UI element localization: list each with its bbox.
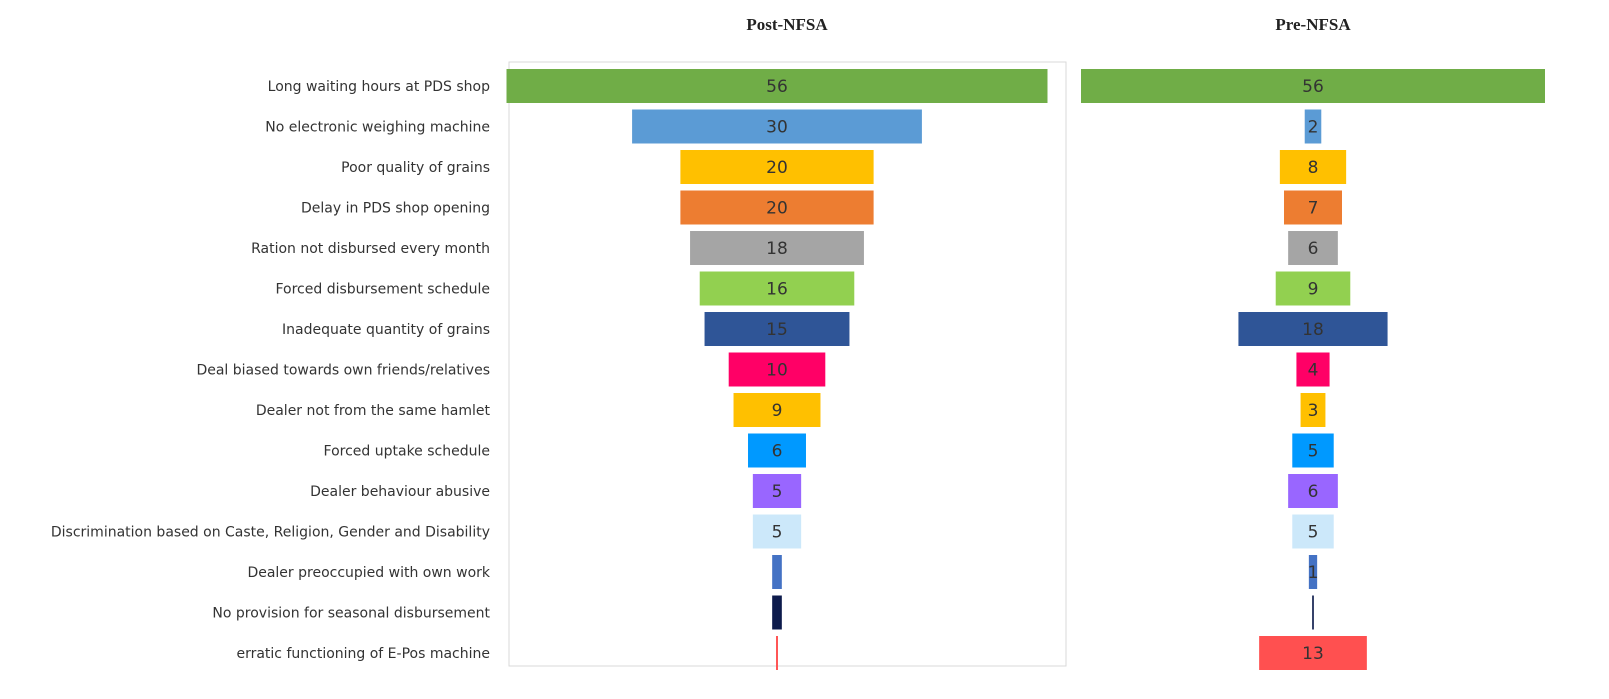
post-bar (680, 150, 874, 184)
post-value-label: 16 (766, 280, 788, 300)
category-label: Dealer behaviour abusive (310, 484, 490, 500)
post-value-label: 5 (772, 523, 783, 543)
post-value-label: 18 (766, 239, 788, 259)
pre-bar (1304, 109, 1322, 144)
category-label: Dealer preoccupied with own work (247, 565, 490, 581)
pre-value-label: 8 (1308, 158, 1319, 178)
post-value-label: 30 (766, 118, 788, 138)
pre-bar (1312, 595, 1314, 630)
pre-bar (1308, 555, 1318, 589)
category-label: No electronic weighing machine (265, 120, 490, 136)
post-value-label: 9 (772, 401, 783, 421)
pre-bar (1292, 433, 1334, 468)
post-bar (772, 595, 782, 630)
post-nfsa-panel: Post-NFSA 56 30 20 20 18 16 15 10 9 6 5 5 (506, 15, 1067, 670)
post-bar (772, 555, 782, 589)
post-bar (506, 69, 1048, 103)
pre-bar (1275, 271, 1351, 306)
pre-value-label: 5 (1308, 523, 1319, 543)
category-label: erratic functioning of E-Pos machine (236, 646, 490, 662)
pre-bar (1288, 231, 1338, 265)
category-label: Forced disbursement schedule (275, 282, 490, 298)
post-bar (632, 109, 922, 144)
category-label: Poor quality of grains (341, 160, 490, 176)
post-bar (728, 352, 826, 387)
pre-bar (1081, 69, 1545, 103)
pre-value-label: 5 (1308, 442, 1319, 462)
post-value-label: 10 (766, 361, 788, 381)
post-value-label: 20 (766, 158, 788, 178)
pre-value-label: 4 (1308, 361, 1319, 381)
pre-bar (1292, 514, 1334, 549)
post-bar (752, 474, 802, 508)
pre-bar (1259, 636, 1367, 670)
pre-nfsa-title: Pre-NFSA (1275, 15, 1351, 34)
post-bar (748, 433, 806, 468)
post-bar (690, 231, 864, 265)
post-value-label: 20 (766, 199, 788, 219)
pre-value-label: 9 (1308, 280, 1319, 300)
post-nfsa-panel-frame (508, 61, 1067, 667)
pre-bar (1300, 393, 1326, 427)
post-value-label: 15 (766, 320, 788, 340)
post-bar (733, 393, 821, 427)
pre-value-label: 6 (1308, 482, 1319, 502)
category-label: Ration not disbursed every month (251, 241, 490, 257)
pre-bar (1288, 474, 1338, 508)
post-nfsa-title: Post-NFSA (746, 15, 828, 34)
pre-value-label: 56 (1302, 77, 1324, 97)
pre-bar (1279, 150, 1347, 184)
pre-bar (1296, 352, 1330, 387)
category-label: Dealer not from the same hamlet (256, 403, 491, 419)
pre-value-label: 3 (1308, 401, 1319, 421)
category-label: Deal biased towards own friends/relative… (196, 363, 490, 379)
pre-value-label: 6 (1308, 239, 1319, 259)
category-label: Discrimination based on Caste, Religion,… (51, 525, 490, 541)
post-bar (699, 271, 855, 306)
post-value-label: 5 (772, 482, 783, 502)
category-labels: Long waiting hours at PDS shop No electro… (51, 79, 491, 662)
post-nfsa-bars: 56 30 20 20 18 16 15 10 9 6 5 5 (506, 69, 1048, 670)
post-value-label: 56 (766, 77, 788, 97)
pre-bar (1238, 312, 1388, 346)
category-label: Inadequate quantity of grains (282, 322, 490, 338)
pre-value-label: 13 (1302, 644, 1324, 664)
post-bar (752, 514, 802, 549)
post-bar (680, 190, 874, 225)
pre-value-label: 1 (1308, 563, 1319, 583)
post-bar (704, 312, 850, 346)
post-bar (776, 636, 778, 670)
category-label: No provision for seasonal disbursement (212, 606, 490, 622)
category-label: Forced uptake schedule (324, 444, 490, 460)
pre-value-label: 2 (1308, 118, 1319, 138)
post-value-label: 6 (772, 442, 783, 462)
pre-bar (1284, 190, 1342, 225)
pre-value-label: 7 (1308, 199, 1319, 219)
category-label: Long waiting hours at PDS shop (268, 79, 490, 95)
pre-value-label: 18 (1302, 320, 1324, 340)
category-label: Delay in PDS shop opening (301, 201, 490, 217)
